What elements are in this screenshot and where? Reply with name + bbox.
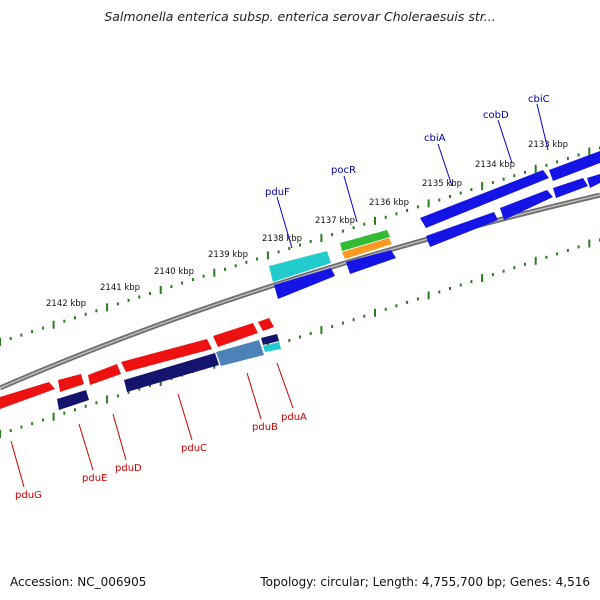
gene-label-pdua[interactable]: pduA	[281, 412, 307, 423]
gene-label-pduf[interactable]: pduF	[265, 187, 290, 198]
gene-label-pocr[interactable]: pocR	[331, 165, 356, 176]
gene-label-cbic[interactable]: cbiC	[528, 94, 550, 105]
bottom-gene-labels: pduA pduB pduC pduD pduE pduG	[15, 412, 307, 501]
gene-arrow[interactable]	[500, 190, 553, 220]
gene-arrow[interactable]	[269, 251, 331, 282]
gene-arrow[interactable]	[553, 178, 588, 198]
kbp-ticks: 2133 kbp 2134 kbp 2135 kbp 2136 kbp 2137…	[46, 140, 568, 309]
tick-label: 2138 kbp	[262, 234, 302, 244]
gene-arrow[interactable]	[261, 334, 279, 345]
tick-label: 2142 kbp	[46, 299, 86, 309]
bottom-strand-genes	[0, 318, 281, 410]
gene-arrow[interactable]	[124, 353, 219, 392]
gene-arrow[interactable]	[426, 212, 498, 247]
gene-arrow[interactable]	[274, 268, 335, 299]
gene-arrow[interactable]	[258, 318, 274, 331]
tick-label: 2137 kbp	[315, 216, 355, 226]
gene-arrow[interactable]	[549, 151, 600, 181]
top-gene-labels: cbiC cobD cbiA pocR pduF	[265, 94, 550, 198]
gene-arrow[interactable]	[121, 339, 212, 372]
tick-label: 2140 kbp	[154, 267, 194, 277]
gene-label-cobd[interactable]: cobD	[483, 110, 509, 121]
gene-arrow[interactable]	[216, 340, 264, 366]
tick-label: 2139 kbp	[208, 250, 248, 260]
gene-label-pdug[interactable]: pduG	[15, 490, 42, 501]
gene-label-pdub[interactable]: pduB	[252, 422, 278, 433]
gene-arrow[interactable]	[587, 174, 600, 188]
tick-label: 2133 kbp	[528, 140, 568, 150]
gene-label-cbia[interactable]: cbiA	[424, 133, 446, 144]
label-callouts	[10, 103, 549, 488]
gene-label-pdud[interactable]: pduD	[115, 463, 142, 474]
gene-arrow[interactable]	[0, 382, 55, 409]
gene-arrow[interactable]	[420, 170, 549, 228]
gene-arrow[interactable]	[88, 364, 121, 385]
gene-label-pduc[interactable]: pduC	[181, 443, 207, 454]
gene-arrow[interactable]	[57, 390, 89, 410]
tick-label: 2136 kbp	[369, 198, 409, 208]
gene-arrow[interactable]	[340, 230, 390, 251]
tick-label: 2134 kbp	[475, 160, 515, 170]
gene-arrow[interactable]	[213, 323, 258, 347]
tick-label: 2135 kbp	[422, 179, 462, 189]
genome-backbone	[0, 192, 600, 391]
top-strand-genes	[269, 151, 600, 299]
accession-text: Accession: NC_006905	[10, 575, 147, 589]
gene-arrow[interactable]	[342, 238, 392, 259]
map-title: Salmonella enterica subsp. enterica sero…	[104, 9, 496, 24]
gene-arrow[interactable]	[58, 374, 84, 392]
gene-arrow[interactable]	[346, 250, 396, 274]
gene-label-pdue[interactable]: pduE	[82, 473, 107, 484]
tick-label: 2141 kbp	[100, 283, 140, 293]
genome-summary-text: Topology: circular; Length: 4,755,700 bp…	[260, 575, 590, 589]
gene-arrow[interactable]	[263, 342, 281, 352]
